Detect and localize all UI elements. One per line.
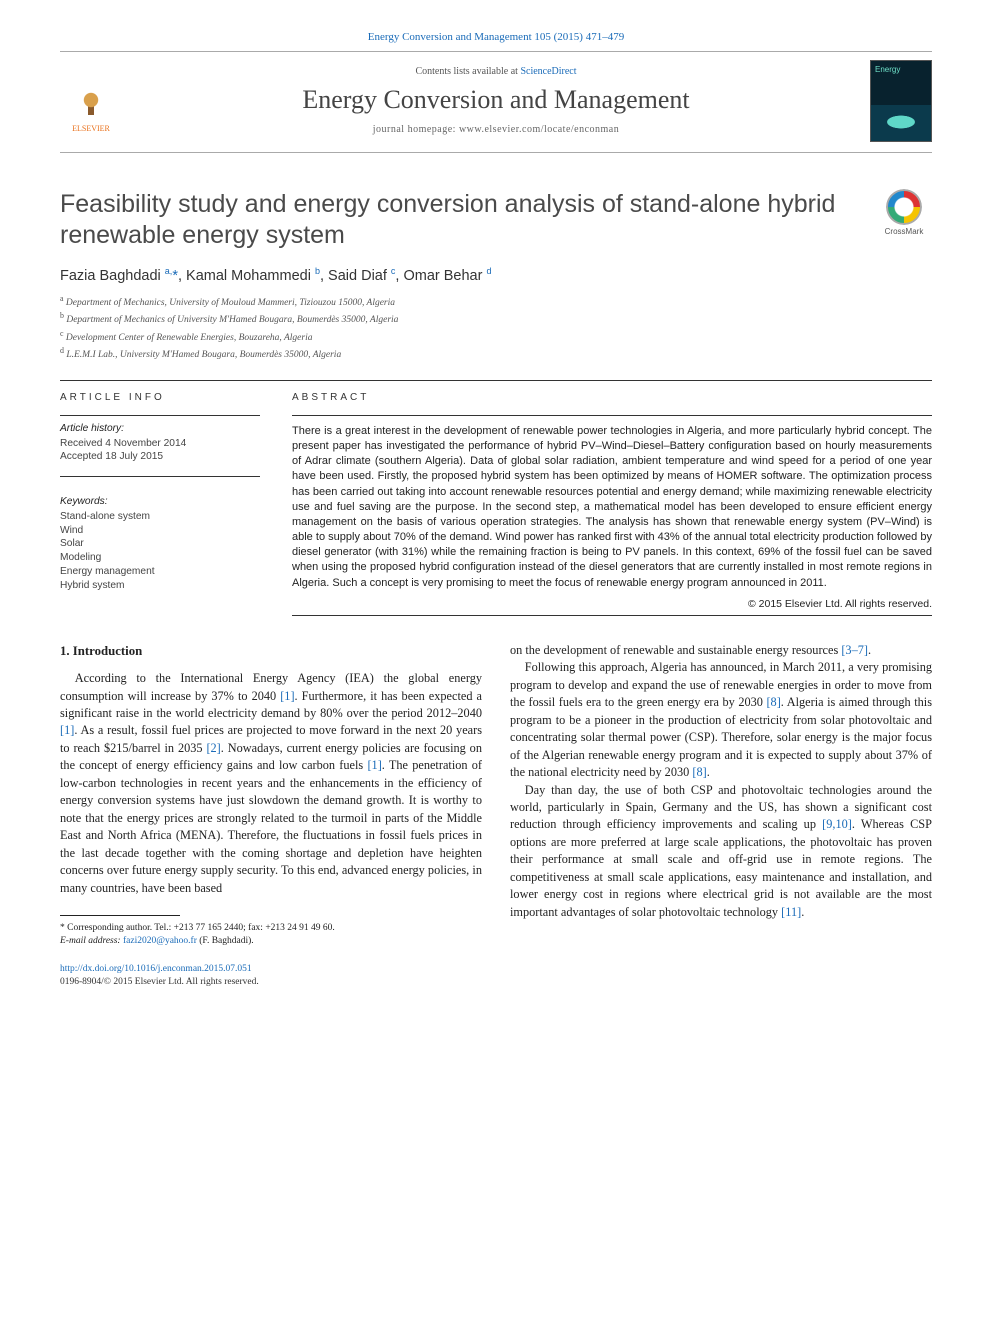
abstract-rule-bottom xyxy=(292,615,932,616)
corresponding-text: Corresponding author. Tel.: +213 77 165 … xyxy=(67,923,335,933)
email-footnote: E-mail address: fazi2020@yahoo.fr (F. Ba… xyxy=(60,935,482,948)
email-author-name: (F. Baghdadi). xyxy=(199,936,253,946)
ref-link[interactable]: [1] xyxy=(367,758,381,772)
body-para: According to the International Energy Ag… xyxy=(60,670,482,897)
journal-name: Energy Conversion and Management xyxy=(136,82,856,117)
info-rule2 xyxy=(60,476,260,477)
ref-link[interactable]: [2] xyxy=(206,741,220,755)
ref-link[interactable]: [9,10] xyxy=(822,817,852,831)
abstract-copyright: © 2015 Elsevier Ltd. All rights reserved… xyxy=(292,597,932,611)
abstract-heading: ABSTRACT xyxy=(292,391,932,405)
doi-link[interactable]: http://dx.doi.org/10.1016/j.enconman.201… xyxy=(60,964,252,974)
contents-prefix: Contents lists available at xyxy=(415,66,520,77)
crossmark-label: CrossMark xyxy=(885,227,924,236)
ref-link[interactable]: [11] xyxy=(781,905,801,919)
ref-link[interactable]: [1] xyxy=(60,723,74,737)
article-info-heading: ARTICLE INFO xyxy=(60,391,260,405)
crossmark-icon xyxy=(886,189,922,225)
article-title: Feasibility study and energy conversion … xyxy=(60,189,860,252)
crossmark-badge[interactable]: CrossMark xyxy=(876,189,932,238)
journal-header: ELSEVIER Contents lists available at Sci… xyxy=(60,51,932,153)
abstract-block: ABSTRACT There is a great interest in th… xyxy=(292,391,932,616)
section-rule xyxy=(60,380,932,381)
footer-block: http://dx.doi.org/10.1016/j.enconman.201… xyxy=(60,963,482,990)
affiliation-line: b Department of Mechanics of University … xyxy=(60,310,932,327)
ref-link[interactable]: [8] xyxy=(692,765,706,779)
contents-line: Contents lists available at ScienceDirec… xyxy=(136,65,856,79)
authors-line: Fazia Baghdadi a,*, Kamal Mohammedi b, S… xyxy=(60,265,932,286)
keyword: Stand-alone system xyxy=(60,510,260,524)
publisher-label: ELSEVIER xyxy=(72,124,110,135)
received-date: Received 4 November 2014 xyxy=(60,437,260,451)
author-email-link[interactable]: fazi2020@yahoo.fr xyxy=(123,936,197,946)
journal-homepage: journal homepage: www.elsevier.com/locat… xyxy=(136,123,856,137)
affiliation-line: a Department of Mechanics, University of… xyxy=(60,293,932,310)
issn-copyright: 0196-8904/© 2015 Elsevier Ltd. All right… xyxy=(60,976,482,989)
info-rule xyxy=(60,415,260,416)
homepage-url: www.elsevier.com/locate/enconman xyxy=(459,124,619,135)
body-para: Following this approach, Algeria has ann… xyxy=(510,659,932,781)
affiliations: a Department of Mechanics, University of… xyxy=(60,293,932,363)
body-para: on the development of renewable and sust… xyxy=(510,642,932,659)
abstract-rule xyxy=(292,415,932,416)
keyword: Hybrid system xyxy=(60,579,260,593)
footnote-separator xyxy=(60,915,180,916)
publisher-logo: ELSEVIER xyxy=(60,67,122,135)
body-columns: 1. Introduction According to the Interna… xyxy=(60,642,932,990)
corresponding-footnote: * Corresponding author. Tel.: +213 77 16… xyxy=(60,922,482,935)
header-center: Contents lists available at ScienceDirec… xyxy=(136,65,856,137)
sciencedirect-link[interactable]: ScienceDirect xyxy=(520,66,576,77)
journal-cover-thumb xyxy=(870,60,932,142)
citation-line: Energy Conversion and Management 105 (20… xyxy=(60,30,932,45)
affiliation-line: c Development Center of Renewable Energi… xyxy=(60,328,932,345)
keyword: Wind xyxy=(60,524,260,538)
accepted-date: Accepted 18 July 2015 xyxy=(60,450,260,464)
article-info: ARTICLE INFO Article history: Received 4… xyxy=(60,391,260,616)
keyword: Modeling xyxy=(60,551,260,565)
keyword: Energy management xyxy=(60,565,260,579)
footnotes: * Corresponding author. Tel.: +213 77 16… xyxy=(60,922,482,949)
abstract-text: There is a great interest in the develop… xyxy=(292,424,932,591)
ref-link[interactable]: [3–7] xyxy=(841,643,868,657)
body-para: Day than day, the use of both CSP and ph… xyxy=(510,782,932,922)
keywords-label: Keywords: xyxy=(60,495,260,509)
keyword: Solar xyxy=(60,537,260,551)
history-label: Article history: xyxy=(60,422,260,436)
ref-link[interactable]: [1] xyxy=(280,689,294,703)
elsevier-tree-icon xyxy=(71,84,111,124)
email-label: E-mail address: xyxy=(60,936,121,946)
homepage-prefix: journal homepage: xyxy=(373,124,459,135)
section-heading: 1. Introduction xyxy=(60,642,482,660)
ref-link[interactable]: [8] xyxy=(766,695,780,709)
keywords-list: Stand-alone systemWindSolarModelingEnerg… xyxy=(60,510,260,593)
affiliation-line: d L.E.M.I Lab., University M'Hamed Bouga… xyxy=(60,345,932,362)
